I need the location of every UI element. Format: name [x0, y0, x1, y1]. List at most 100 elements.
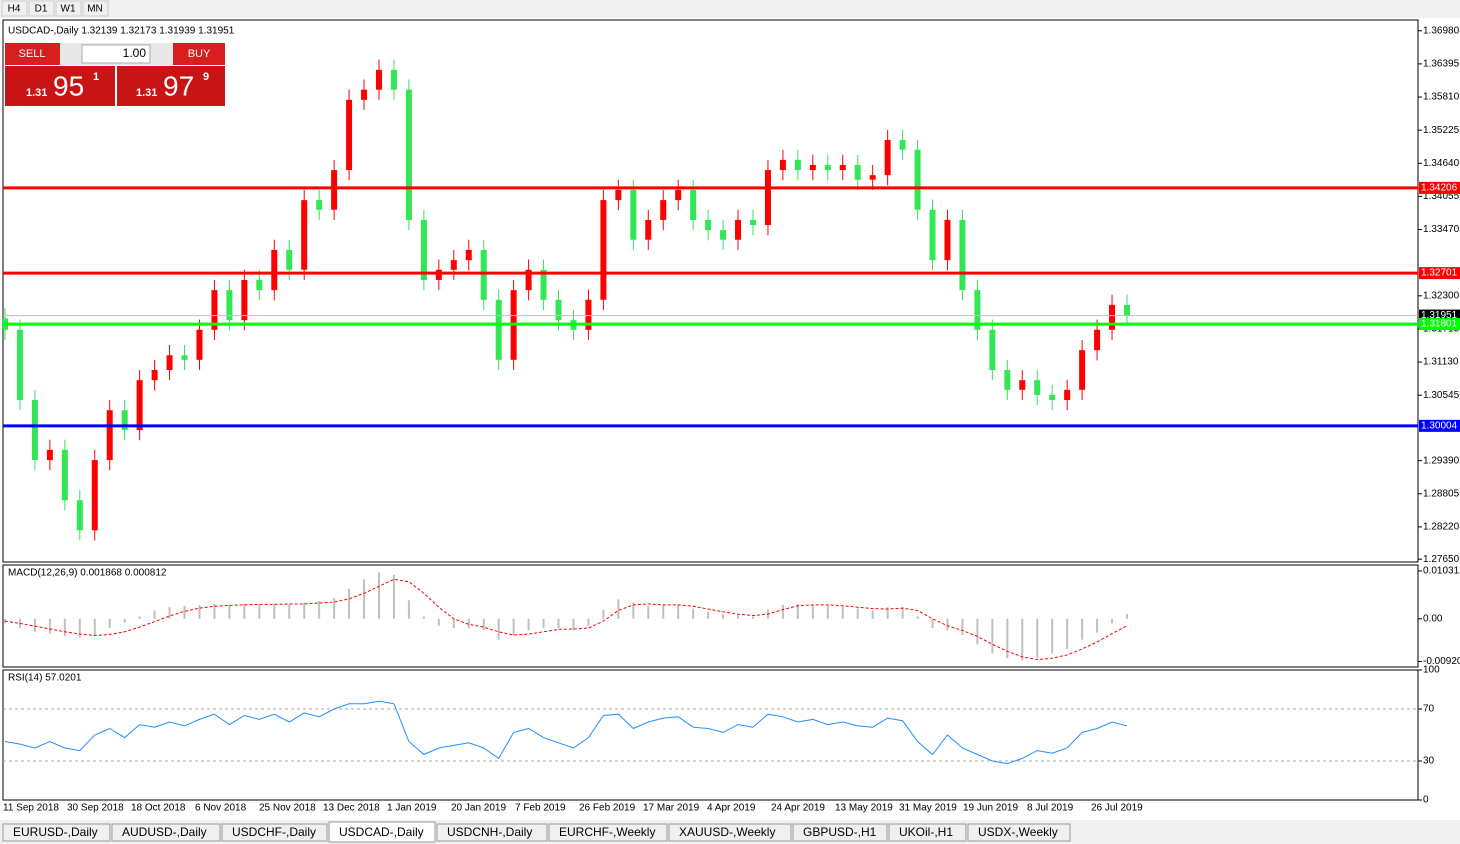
macd-bar	[617, 599, 620, 619]
macd-bar	[722, 614, 725, 619]
symbol-tab[interactable]	[888, 823, 967, 842]
symbol-tab-label: AUDUSD-,Daily	[122, 825, 207, 839]
candle-body	[1109, 304, 1116, 330]
y-tick-label: 1.34055	[1423, 191, 1460, 202]
timeframe-button[interactable]	[1, 0, 28, 17]
buy-button[interactable]	[173, 43, 225, 65]
bid-big: 1.31	[26, 87, 47, 99]
sell-button[interactable]	[5, 43, 60, 65]
buy-label: BUY	[188, 48, 211, 60]
candle-body	[76, 500, 83, 531]
candle-body	[1034, 380, 1041, 395]
candle-body	[1049, 394, 1056, 401]
y-tick-label: 0	[1423, 795, 1429, 806]
bid-frac: 1	[93, 71, 99, 83]
rsi-line	[4, 700, 1128, 765]
symbol-tab[interactable]	[328, 821, 436, 843]
macd-bar	[886, 607, 889, 619]
candle-body	[525, 269, 532, 291]
candle-body	[869, 175, 876, 180]
macd-bar	[1126, 614, 1128, 619]
ask-big: 1.31	[136, 87, 157, 99]
x-tick-label: 19 Jun 2019	[963, 803, 1018, 814]
buy-price-box[interactable]	[117, 66, 225, 106]
lot-input[interactable]	[81, 44, 151, 64]
candle-body	[450, 260, 457, 270]
candle-body	[929, 209, 936, 261]
macd-bar	[737, 615, 740, 619]
candle-body	[301, 200, 308, 270]
macd-bar	[901, 607, 904, 619]
candle-body	[1064, 389, 1071, 401]
candle-body	[750, 219, 756, 226]
symbol-tab-label: XAUUSD-,Weekly	[679, 825, 775, 839]
y-tick-label: 1.36395	[1423, 59, 1460, 70]
candle-body	[794, 159, 801, 171]
candle-body	[376, 69, 382, 90]
symbol-tab[interactable]	[792, 823, 888, 842]
candle-body	[705, 219, 712, 231]
x-tick-label: 13 May 2019	[835, 803, 893, 814]
candle-body	[600, 200, 607, 300]
x-tick-label: 26 Feb 2019	[579, 803, 636, 814]
price-level-label: 1.32701	[1421, 268, 1458, 279]
macd-signal	[4, 578, 1128, 661]
symbol-tab[interactable]	[967, 823, 1071, 842]
macd-bar	[437, 618, 440, 626]
macd-bar	[198, 604, 201, 619]
candle-body	[286, 249, 293, 270]
candle-body	[151, 370, 158, 381]
candle-body	[540, 269, 547, 300]
symbol-tab[interactable]	[2, 823, 111, 842]
symbol-tab[interactable]	[436, 823, 548, 842]
price-panel	[2, 19, 1419, 563]
macd-bar	[273, 603, 276, 619]
candle-body	[1124, 304, 1130, 316]
x-tick-label: 1 Jan 2019	[387, 803, 437, 814]
candle-body	[675, 189, 682, 201]
symbol-tab[interactable]	[221, 823, 328, 842]
macd-panel	[2, 564, 1419, 668]
candle-body	[46, 449, 53, 461]
candle-body	[899, 140, 906, 150]
macd-bar	[482, 618, 485, 631]
x-tick-label: 24 Apr 2019	[771, 803, 825, 814]
sell-price-box[interactable]	[5, 66, 115, 106]
candle-body	[211, 290, 218, 330]
x-tick-label: 26 Jul 2019	[1091, 803, 1143, 814]
macd-bar	[392, 574, 395, 619]
price-level-tag	[1419, 181, 1460, 194]
macd-bar	[78, 618, 81, 638]
price-level-label: 1.31801	[1421, 319, 1458, 330]
macd-bar	[1021, 618, 1024, 661]
macd-bar	[662, 604, 665, 619]
macd-bar	[856, 608, 859, 619]
timeframe-button[interactable]	[82, 0, 109, 17]
symbol-tab[interactable]	[668, 823, 792, 842]
macd-bar	[93, 618, 96, 636]
x-tick-label: 30 Sep 2018	[67, 803, 124, 814]
y-tick-label: 1.36980	[1423, 25, 1460, 36]
symbol-tab[interactable]	[548, 823, 668, 842]
candle-body	[779, 159, 786, 171]
candle-body	[989, 329, 996, 371]
y-tick-label: 100	[1423, 665, 1440, 676]
timeframe-button[interactable]	[55, 0, 82, 17]
candle-body	[690, 189, 697, 220]
macd-bar	[1081, 618, 1084, 640]
macd-bar	[378, 572, 380, 619]
macd-bar	[826, 605, 829, 619]
macd-bar	[303, 602, 306, 619]
toolbar	[0, 0, 1460, 18]
candle-body	[226, 290, 233, 321]
macd-bar	[33, 618, 36, 632]
symbol-tab[interactable]	[111, 823, 221, 842]
macd-bar	[796, 603, 799, 619]
macd-bar	[557, 618, 560, 629]
candle-body	[660, 200, 667, 220]
candle-body	[914, 149, 921, 210]
candle-body	[16, 329, 23, 401]
macd-bar	[527, 618, 530, 631]
timeframe-button[interactable]	[28, 0, 55, 17]
